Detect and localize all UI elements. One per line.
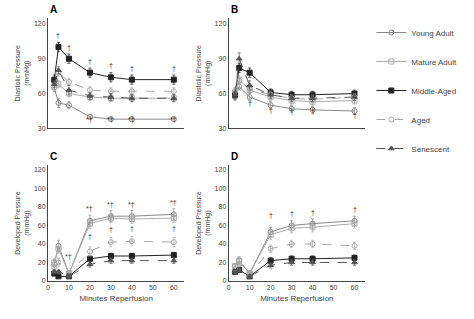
- svg-text:*†: *†: [86, 116, 93, 123]
- svg-text:30: 30: [288, 284, 296, 291]
- svg-text:Developed Pressure(mmHg): Developed Pressure(mmHg): [14, 191, 31, 255]
- svg-text:*†: *†: [65, 253, 72, 260]
- svg-text:20: 20: [38, 259, 46, 266]
- svg-text:60: 60: [38, 222, 46, 229]
- svg-text:†: †: [109, 62, 113, 69]
- svg-text:Diastolic Pressure(mmHg): Diastolic Pressure(mmHg): [195, 45, 212, 102]
- svg-text:Mature Adult: Mature Adult: [411, 58, 457, 67]
- svg-text:*†: *†: [170, 199, 177, 206]
- svg-text:D: D: [231, 151, 238, 162]
- svg-text:Middle-Aged: Middle-Aged: [411, 87, 456, 96]
- svg-text:90: 90: [38, 55, 46, 62]
- svg-text:Senescent: Senescent: [411, 145, 450, 154]
- svg-text:Minutes Reperfusion: Minutes Reperfusion: [260, 294, 333, 303]
- svg-text:Minutes Reperfusion: Minutes Reperfusion: [79, 294, 152, 303]
- svg-text:†: †: [172, 225, 176, 232]
- svg-text:*†: *†: [128, 201, 135, 208]
- svg-text:40: 40: [128, 284, 136, 291]
- svg-text:60: 60: [170, 284, 178, 291]
- svg-text:B: B: [231, 4, 238, 15]
- svg-text:60: 60: [218, 222, 226, 229]
- svg-text:30: 30: [218, 125, 226, 132]
- svg-text:40: 40: [309, 284, 317, 291]
- svg-text:A: A: [50, 4, 57, 15]
- svg-text:†: †: [290, 210, 294, 217]
- svg-text:†: †: [67, 44, 71, 51]
- svg-text:†: †: [353, 206, 357, 213]
- svg-text:0: 0: [222, 277, 226, 284]
- svg-text:†: †: [109, 226, 113, 233]
- svg-text:20: 20: [267, 284, 275, 291]
- svg-text:Young Adult: Young Adult: [411, 29, 454, 38]
- svg-text:120: 120: [34, 20, 46, 27]
- svg-text:†: †: [172, 65, 176, 72]
- svg-text:120: 120: [215, 20, 227, 27]
- svg-text:†: †: [88, 233, 92, 240]
- svg-text:†: †: [269, 107, 273, 114]
- svg-text:*†: *†: [107, 201, 114, 208]
- svg-text:*†: *†: [86, 205, 93, 212]
- svg-text:10: 10: [246, 284, 254, 291]
- svg-text:100: 100: [34, 185, 46, 192]
- svg-text:20: 20: [86, 284, 94, 291]
- svg-text:10: 10: [65, 284, 73, 291]
- svg-text:100: 100: [215, 185, 227, 192]
- svg-text:0: 0: [46, 284, 50, 291]
- svg-text:*†: *†: [128, 116, 135, 123]
- svg-text:60: 60: [218, 90, 226, 97]
- svg-text:†: †: [290, 108, 294, 115]
- svg-text:50: 50: [330, 284, 338, 291]
- svg-text:80: 80: [38, 203, 46, 210]
- svg-text:†: †: [130, 65, 134, 72]
- svg-text:90: 90: [218, 55, 226, 62]
- svg-text:30: 30: [107, 284, 115, 291]
- svg-text:*†: *†: [107, 116, 114, 123]
- svg-text:Developed Pressure(mmHg): Developed Pressure(mmHg): [195, 191, 212, 255]
- svg-text:120: 120: [215, 166, 227, 173]
- svg-text:*†: *†: [170, 116, 177, 123]
- svg-text:0: 0: [227, 284, 231, 291]
- svg-text:60: 60: [38, 90, 46, 97]
- svg-text:†: †: [248, 100, 252, 107]
- svg-text:†: †: [88, 58, 92, 65]
- svg-text:20: 20: [218, 259, 226, 266]
- svg-text:†: †: [269, 212, 273, 219]
- svg-text:C: C: [50, 151, 57, 162]
- svg-text:30: 30: [38, 125, 46, 132]
- svg-text:†: †: [130, 225, 134, 232]
- svg-text:†: †: [353, 112, 357, 119]
- svg-text:40: 40: [218, 240, 226, 247]
- svg-text:†: †: [311, 209, 315, 216]
- svg-text:†: †: [56, 32, 60, 39]
- svg-text:50: 50: [149, 284, 157, 291]
- svg-text:0: 0: [42, 277, 46, 284]
- svg-text:Diastolic Pressure(mmHg): Diastolic Pressure(mmHg): [14, 45, 31, 102]
- svg-text:40: 40: [38, 240, 46, 247]
- svg-text:80: 80: [218, 203, 226, 210]
- svg-text:60: 60: [351, 284, 359, 291]
- svg-text:†: †: [311, 108, 315, 115]
- svg-text:120: 120: [34, 166, 46, 173]
- svg-text:Aged: Aged: [411, 116, 430, 125]
